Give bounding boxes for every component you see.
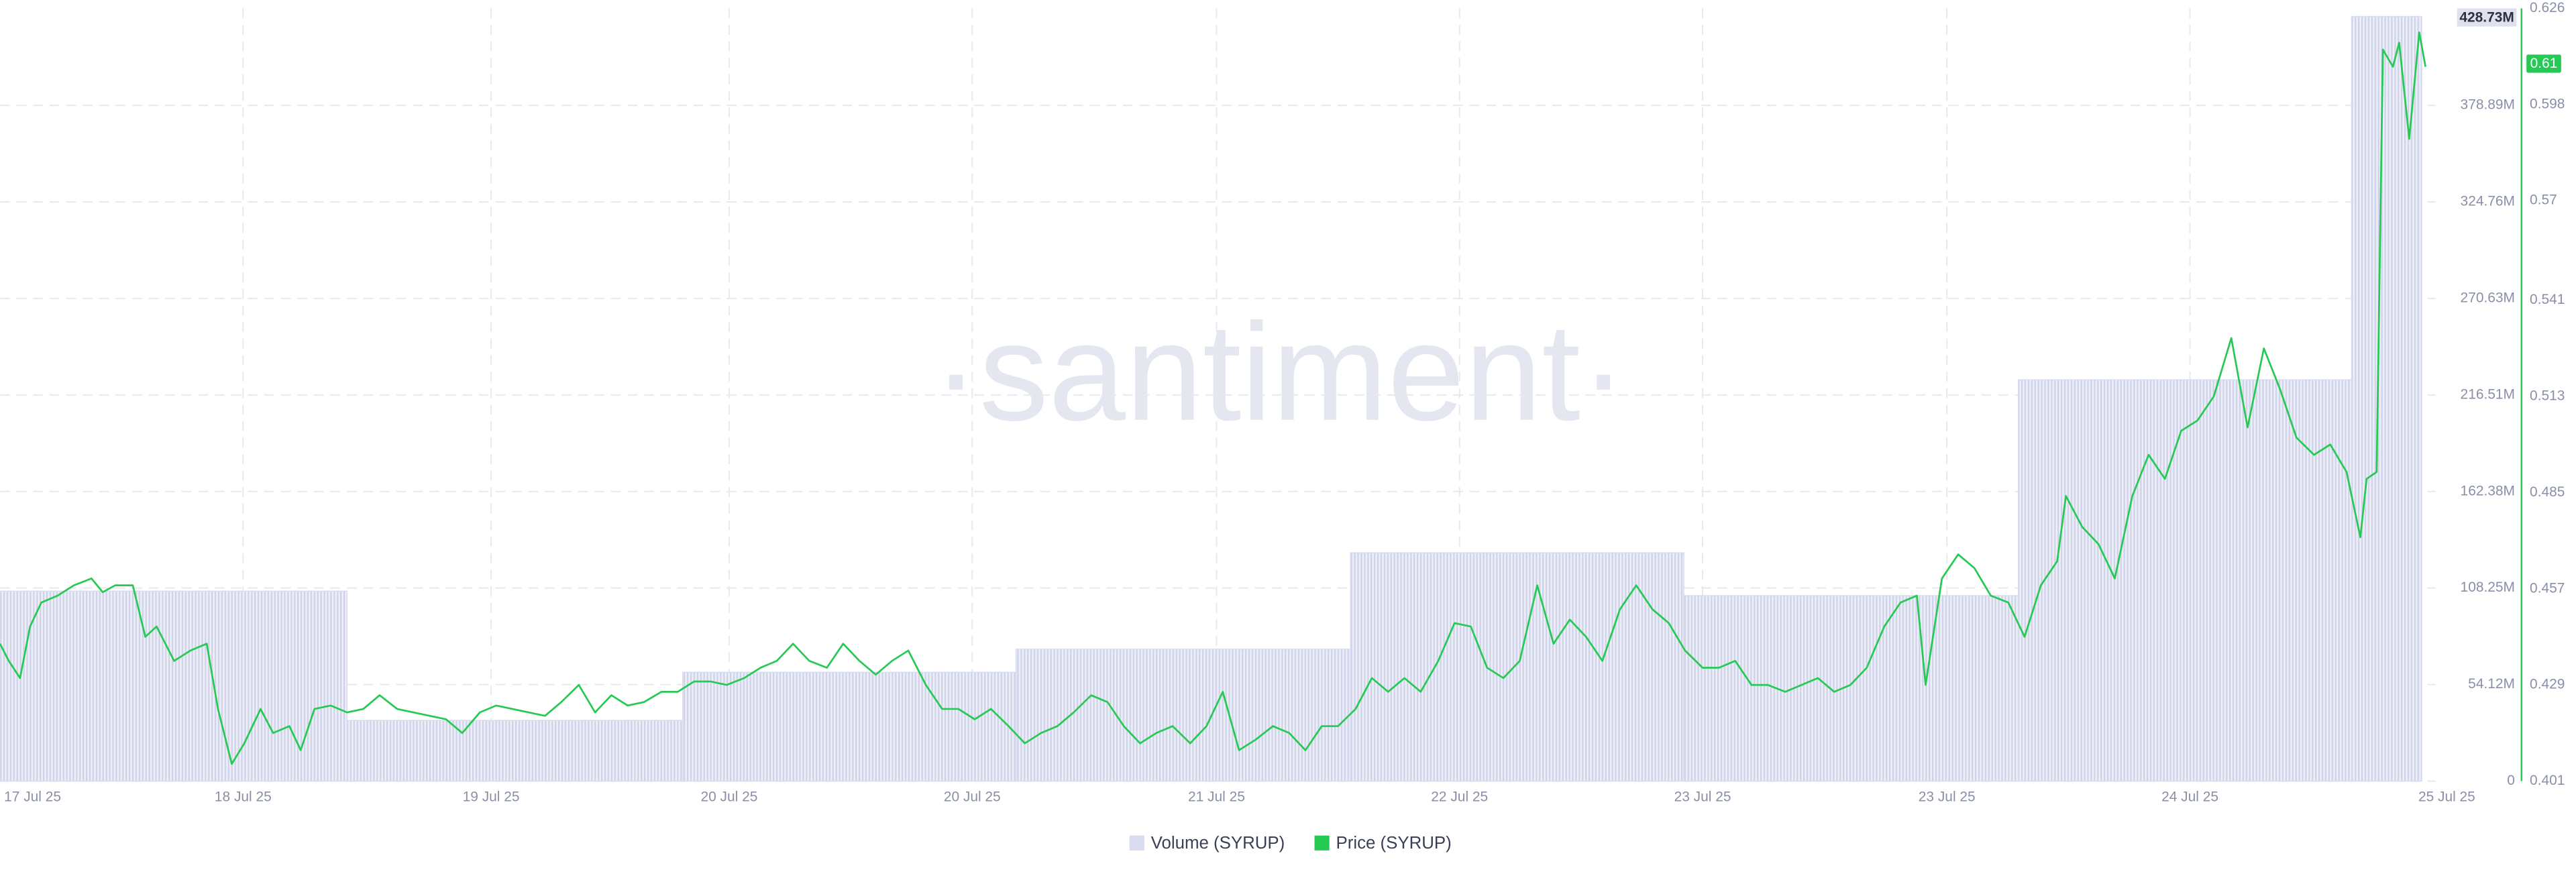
current-price-box	[2526, 54, 2561, 73]
y-tick-label: 108.25M	[2461, 580, 2515, 595]
y2-tick-label: 0.541	[2530, 292, 2565, 307]
y2-tick-label: 0.626	[2530, 0, 2565, 15]
volume-bar	[0, 590, 348, 782]
y2-tick-label: 0.457	[2530, 580, 2565, 596]
x-tick-label: 21 Jul 25	[1188, 789, 1245, 805]
x-tick-label: 23 Jul 25	[1919, 789, 1976, 805]
current-value-box	[2457, 8, 2517, 27]
x-tick-label: 17 Jul 25	[4, 789, 61, 805]
volume-bar	[2351, 15, 2422, 782]
volume-bar	[2017, 379, 2353, 782]
x-tick-label: 23 Jul 25	[1674, 789, 1731, 805]
grid	[0, 8, 2436, 782]
legend-swatch	[1314, 835, 1330, 851]
current-value-label: 428.73M	[2459, 9, 2514, 25]
price-line	[0, 31, 2426, 765]
y2-tick-label: 0.485	[2530, 484, 2565, 500]
y-tick-label: 162.38M	[2461, 483, 2515, 498]
y2-tick-label: 0.429	[2530, 677, 2565, 692]
y-tick-label: 270.63M	[2461, 290, 2515, 305]
y-tick-label: 54.12M	[2468, 676, 2515, 692]
y2-tick-label: 0.401	[2530, 773, 2565, 788]
y2-tick-label: 0.57	[2530, 193, 2557, 208]
y-tick-label: 324.76M	[2461, 194, 2515, 209]
y-tick-label: 216.51M	[2461, 386, 2515, 402]
y2-tick-label: 0.598	[2530, 96, 2565, 111]
legend-label: Volume (SYRUP)	[1151, 834, 1285, 853]
x-tick-label: 22 Jul 25	[1431, 789, 1488, 805]
x-tick-label: 19 Jul 25	[463, 789, 520, 805]
y-tick-label: 378.89M	[2461, 97, 2515, 113]
volume-bar	[1683, 595, 2019, 782]
x-tick-label: 24 Jul 25	[2161, 789, 2218, 805]
x-tick-label: 18 Jul 25	[215, 789, 272, 805]
x-tick-label: 25 Jul 25	[2418, 789, 2475, 805]
x-tick-label: 20 Jul 25	[701, 789, 758, 805]
current-price-label: 0.61	[2530, 56, 2558, 71]
volume-bar	[1350, 552, 1684, 782]
y-tick-label: 0	[2507, 773, 2515, 788]
x-tick-label: 20 Jul 25	[944, 789, 1001, 805]
watermark: ·santiment·	[933, 294, 1627, 449]
legend-label: Price (SYRUP)	[1336, 834, 1452, 853]
volume-bar	[682, 671, 1017, 782]
volume-bar	[1015, 648, 1351, 782]
volume-bar	[346, 720, 684, 782]
legend-swatch	[1129, 835, 1144, 851]
y2-tick-label: 0.513	[2530, 388, 2565, 404]
